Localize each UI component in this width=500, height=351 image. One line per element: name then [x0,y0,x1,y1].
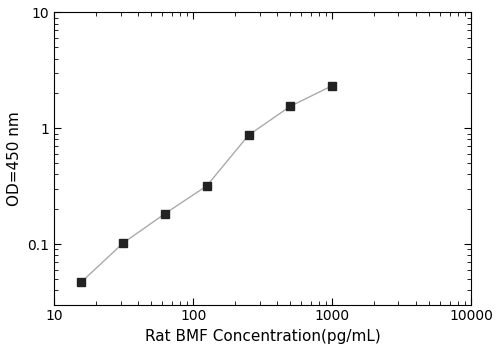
Y-axis label: OD=450 nm: OD=450 nm [7,111,22,206]
X-axis label: Rat BMF Concentration(pg/mL): Rat BMF Concentration(pg/mL) [145,329,380,344]
